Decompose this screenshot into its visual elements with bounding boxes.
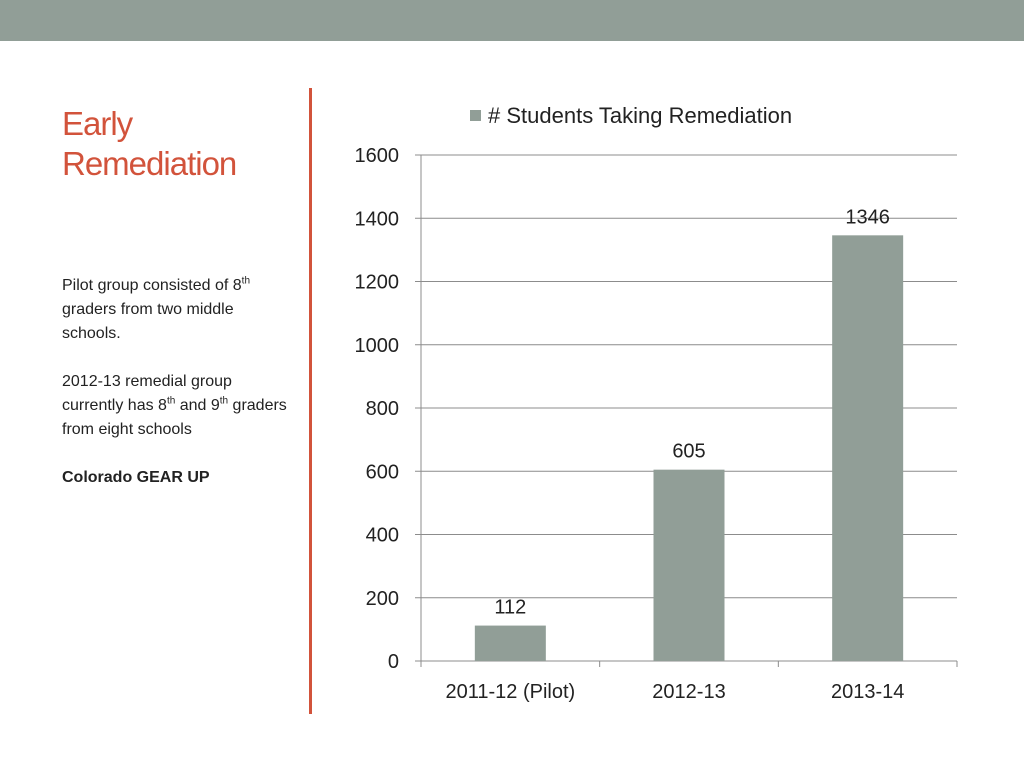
bar <box>832 235 904 661</box>
title-line-2: Remediation <box>62 145 237 182</box>
title-line-1: Early <box>62 105 133 142</box>
bar <box>653 469 725 661</box>
x-tick-label: 2013-14 <box>831 681 904 703</box>
y-tick-label: 1400 <box>355 208 400 230</box>
y-tick-label: 400 <box>366 525 399 547</box>
y-tick-label: 600 <box>366 461 399 483</box>
data-label: 605 <box>672 441 705 463</box>
data-label: 1346 <box>845 206 890 228</box>
x-tick-label: 2012-13 <box>652 681 725 703</box>
note-pilot-group: Pilot group consisted of 8th graders fro… <box>62 275 251 342</box>
sidebar-notes: Pilot group consisted of 8th graders fro… <box>62 274 290 514</box>
slide-title: Early Remediation <box>62 104 292 184</box>
y-tick-label: 1200 <box>355 272 400 294</box>
source-note: Colorado GEAR UP <box>62 469 210 486</box>
note-remedial-group: 2012-13 remedial group currently has 8th… <box>62 373 287 438</box>
y-tick-label: 0 <box>388 651 399 673</box>
bar <box>474 625 546 661</box>
y-tick-label: 1600 <box>355 145 400 167</box>
y-tick-label: 200 <box>366 588 399 610</box>
legend-swatch <box>470 110 481 121</box>
x-tick-label: 2011-12 (Pilot) <box>445 681 575 703</box>
y-tick-label: 800 <box>366 398 399 420</box>
data-label: 112 <box>494 597 526 619</box>
y-tick-label: 1000 <box>355 335 400 357</box>
legend-label: # Students Taking Remediation <box>488 103 792 128</box>
vertical-divider <box>309 88 312 714</box>
top-band <box>0 0 1024 41</box>
